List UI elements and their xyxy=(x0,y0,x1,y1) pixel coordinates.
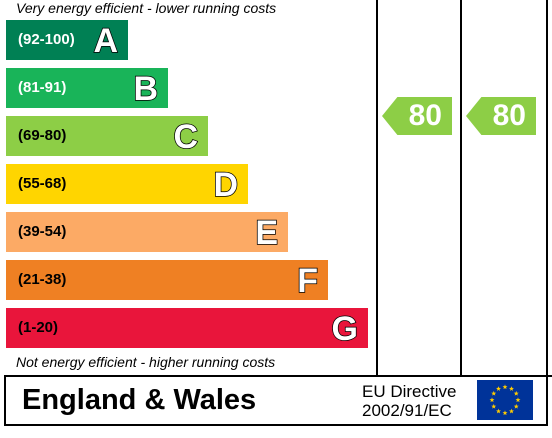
band-letter: A xyxy=(93,21,119,61)
band-letter: E xyxy=(255,213,279,253)
current-rating-value: 80 xyxy=(408,99,442,132)
band-letter: B xyxy=(133,69,159,109)
band-letter: C xyxy=(173,117,199,157)
bottom-caption: Not energy efficient - higher running co… xyxy=(16,354,276,370)
footer-bottom-border xyxy=(4,424,548,426)
band-letter: F xyxy=(296,261,318,301)
eu-star-icon xyxy=(491,390,497,396)
eu-star-icon xyxy=(491,403,497,409)
band-range-label: (39-54) xyxy=(18,223,67,240)
eu-star-icon xyxy=(515,397,521,403)
eu-star-icon xyxy=(496,386,501,391)
eu-star-icon xyxy=(496,408,501,414)
band-f: (21-38) F xyxy=(6,260,328,301)
eu-star-icon xyxy=(489,397,495,403)
potential-rating-value: 80 xyxy=(492,99,526,132)
eu-flag-icon xyxy=(477,380,533,420)
column-divider-right xyxy=(460,0,462,377)
band-letter: D xyxy=(213,165,239,205)
band-a: (92-100) A xyxy=(6,20,128,61)
band-range-label: (92-100) xyxy=(18,31,75,48)
band-d: (55-68) D xyxy=(6,164,248,205)
eu-star-icon xyxy=(502,384,508,390)
band-range-label: (81-91) xyxy=(18,79,67,96)
eu-star-icon xyxy=(509,386,514,391)
frame-right-edge xyxy=(546,0,548,426)
band-range-label: (1-20) xyxy=(18,319,59,336)
potential-rating-arrow: 80 xyxy=(466,97,536,135)
eu-star-icon xyxy=(502,410,508,416)
eu-star-icon xyxy=(513,403,519,409)
footer-top-border xyxy=(4,375,552,377)
band-letter: G xyxy=(331,309,359,349)
band-range-label: (55-68) xyxy=(18,175,67,192)
band-e: (39-54) E xyxy=(6,212,288,253)
directive-line-2: 2002/91/EC xyxy=(362,401,452,420)
top-caption: Very energy efficient - lower running co… xyxy=(16,0,277,16)
region-title: England & Wales xyxy=(22,384,257,416)
frame-left-edge xyxy=(4,375,6,426)
band-b: (81-91) B xyxy=(6,68,168,109)
band-c: (69-80) C xyxy=(6,116,208,157)
band-g: (1-20) G xyxy=(6,308,368,349)
directive-line-1: EU Directive xyxy=(362,382,457,401)
current-rating-arrow: 80 xyxy=(382,97,452,135)
column-divider-left xyxy=(376,0,378,377)
band-range-label: (21-38) xyxy=(18,271,67,288)
eu-star-icon xyxy=(509,408,514,414)
eu-star-icon xyxy=(513,390,519,396)
band-range-label: (69-80) xyxy=(18,127,67,144)
